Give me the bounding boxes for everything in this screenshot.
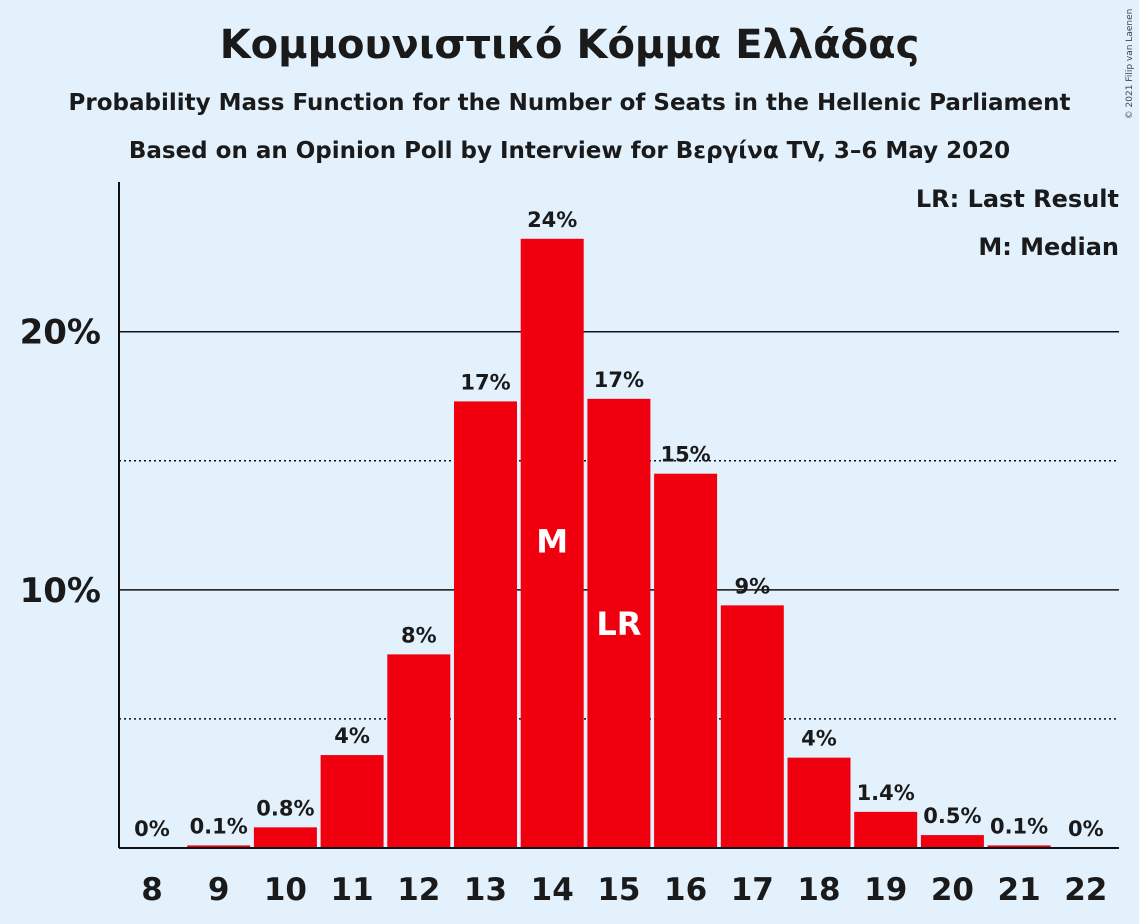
bar-label-10: 0.8% <box>256 796 314 820</box>
bar-label-22: 0% <box>1068 817 1104 841</box>
x-tick-19: 19 <box>864 872 907 908</box>
chart-title: Κομμουνιστικό Κόμμα Ελλάδας <box>219 22 920 68</box>
bar-label-20: 0.5% <box>923 804 981 828</box>
bar-19 <box>854 811 918 848</box>
bar-11 <box>320 755 384 848</box>
x-tick-20: 20 <box>931 872 974 908</box>
bar-value-labels: 0% 0.1% 0.8% 4% 8% 17% 24% 17% 15% 9% 4% 1.4% 0.5% 0.… <box>134 208 1103 841</box>
chart-subtitle: Probability Mass Function for the Number… <box>68 90 1071 116</box>
bar-17 <box>720 605 784 848</box>
x-tick-12: 12 <box>397 872 440 908</box>
bar-label-14: 24% <box>527 208 577 232</box>
bar-label-18: 4% <box>801 727 837 751</box>
legend-last-result: LR: Last Result <box>915 185 1119 213</box>
bar-12 <box>387 654 451 848</box>
x-tick-16: 16 <box>664 872 707 908</box>
marker-m: M <box>536 522 568 560</box>
x-tick-10: 10 <box>264 872 307 908</box>
x-tick-21: 21 <box>998 872 1041 908</box>
y-tick-10: 10% <box>20 571 101 611</box>
bar-10 <box>253 827 317 848</box>
legend-median: M: Median <box>978 233 1119 261</box>
x-tick-18: 18 <box>797 872 840 908</box>
x-tick-15: 15 <box>597 872 640 908</box>
bar-13 <box>454 401 517 848</box>
marker-lr: LR <box>596 605 641 643</box>
axes <box>118 182 1119 849</box>
bar-label-19: 1.4% <box>857 781 915 805</box>
chart-subtitle-poll: Based on an Opinion Poll by Interview fo… <box>128 138 1011 164</box>
x-tick-11: 11 <box>331 872 374 908</box>
bar-9 <box>187 845 251 848</box>
x-tick-14: 14 <box>531 872 574 908</box>
y-tick-20: 20% <box>20 313 101 353</box>
bar-label-8: 0% <box>134 817 170 841</box>
bar-label-9: 0.1% <box>190 814 248 838</box>
x-tick-8: 8 <box>141 872 163 908</box>
x-tick-9: 9 <box>208 872 230 908</box>
x-tick-13: 13 <box>464 872 507 908</box>
bar-label-21: 0.1% <box>990 814 1048 838</box>
bar-label-15: 17% <box>594 368 644 392</box>
bar-18 <box>787 757 851 848</box>
bar-label-13: 17% <box>460 370 510 394</box>
bar-21 <box>987 845 1051 848</box>
bar-20 <box>920 835 984 848</box>
bar-label-12: 8% <box>401 623 437 647</box>
bar-16 <box>654 473 718 848</box>
bar-14 <box>520 238 584 848</box>
bar-label-11: 4% <box>334 724 370 748</box>
x-tick-labels: 8 9 10 11 12 13 14 15 16 17 18 19 20 21 22 <box>141 872 1107 908</box>
bar-label-16: 15% <box>660 443 710 467</box>
bar-label-17: 9% <box>734 574 770 598</box>
bar-markers: M LR <box>536 522 641 643</box>
x-tick-17: 17 <box>731 872 774 908</box>
y-tick-labels: 10% 20% <box>20 313 101 611</box>
x-tick-22: 22 <box>1064 872 1107 908</box>
bars <box>187 238 1051 848</box>
bar-15 <box>587 398 651 848</box>
